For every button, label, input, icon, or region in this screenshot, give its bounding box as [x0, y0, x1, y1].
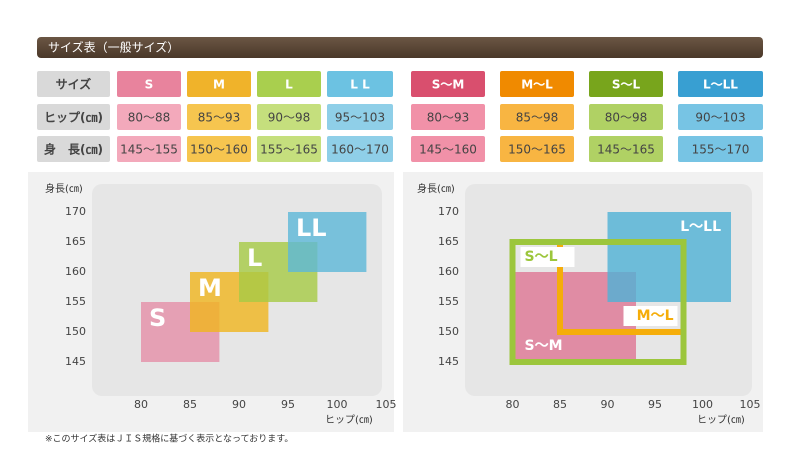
x-tick-label: 90 — [601, 398, 615, 411]
table-header-cell — [117, 71, 181, 97]
table-cell-text: 145～165 — [597, 143, 655, 157]
table-header-cell — [500, 71, 574, 97]
table-cell-text: 85～93 — [198, 111, 241, 125]
y-tick-label: 145 — [438, 355, 459, 368]
table-cell — [257, 136, 321, 162]
table-cell — [411, 136, 485, 162]
table-header-text: L～LL — [703, 78, 738, 92]
x-tick-label: 80 — [506, 398, 520, 411]
table-cell-text: 80～88 — [128, 111, 171, 125]
table-header-text: S～M — [432, 78, 465, 92]
table-cell — [500, 104, 574, 130]
box-label: S — [149, 304, 166, 332]
x-tick-label: 105 — [376, 398, 397, 411]
table-cell-text: 150～160 — [190, 143, 248, 157]
table-cell-text: 155～170 — [692, 143, 750, 157]
x-tick-label: 85 — [183, 398, 197, 411]
table-cell-text: 160～170 — [331, 143, 389, 157]
table-header-cell — [411, 71, 485, 97]
x-axis-label: ヒップ(㎝) — [325, 414, 373, 426]
table-cell — [327, 136, 393, 162]
y-axis-label: 身長(㎝) — [417, 182, 455, 195]
table-cell — [589, 136, 663, 162]
range-box — [509, 239, 687, 365]
table-cell-text: 80～98 — [605, 111, 648, 125]
x-tick-label: 90 — [232, 398, 246, 411]
table-cell-text: 155～165 — [260, 143, 318, 157]
box-label: M～L — [637, 308, 674, 324]
table-header-text: M — [213, 78, 225, 92]
table-cell — [37, 104, 110, 130]
label-bg — [520, 247, 575, 267]
table-cell-text: 150～165 — [508, 143, 566, 157]
y-tick-label: 170 — [65, 205, 86, 218]
table-cell-text: ヒップ(㎝) — [44, 110, 103, 125]
table-header-text: M～L — [521, 78, 553, 92]
table-header-cell — [678, 71, 763, 97]
table-header-text: S — [145, 78, 154, 92]
table-cell — [117, 104, 181, 130]
table-cell — [678, 104, 763, 130]
x-tick-label: 80 — [134, 398, 148, 411]
table-header-text: L — [285, 78, 293, 92]
table-header-cell — [257, 71, 321, 97]
y-tick-label: 150 — [438, 325, 459, 338]
y-tick-label: 160 — [438, 265, 459, 278]
table-cell — [327, 104, 393, 130]
box-label: S～L — [525, 249, 558, 265]
table-cell — [117, 136, 181, 162]
table-cell — [500, 136, 574, 162]
table-cell-text: 145～155 — [120, 143, 178, 157]
x-tick-label: 95 — [648, 398, 662, 411]
table-header-text: S～L — [612, 78, 641, 92]
range-box — [607, 212, 731, 302]
y-tick-label: 145 — [65, 355, 86, 368]
table-cell — [187, 104, 251, 130]
table-header-cell — [187, 71, 251, 97]
table-cell — [411, 104, 485, 130]
box-label: L～LL — [680, 219, 721, 235]
table-cell-text: 80～93 — [427, 111, 470, 125]
y-axis-label: 身長(㎝) — [45, 182, 83, 195]
footnote: ※このサイズ表はＪＩＳ規格に基づく表示となっております。 — [45, 433, 293, 445]
table-cell-text: 95～103 — [335, 111, 385, 125]
table-cell — [257, 104, 321, 130]
x-axis-label: ヒップ(㎝) — [697, 414, 745, 426]
box-label: S～M — [525, 338, 563, 354]
table-cell — [37, 136, 110, 162]
y-tick-label: 150 — [65, 325, 86, 338]
x-tick-label: 100 — [692, 398, 713, 411]
box-label: LL — [296, 214, 327, 242]
range-box — [288, 212, 367, 272]
y-tick-label: 165 — [438, 235, 459, 248]
y-tick-label: 170 — [438, 205, 459, 218]
table-cell-text: 90～103 — [695, 111, 745, 125]
y-tick-label: 165 — [65, 235, 86, 248]
label-bg — [623, 306, 678, 326]
table-cell-text: 85～98 — [516, 111, 559, 125]
table-cell-text: 身 長(㎝) — [44, 142, 103, 157]
x-tick-label: 85 — [553, 398, 567, 411]
y-tick-label: 160 — [65, 265, 86, 278]
table-cell-text: 145～160 — [419, 143, 477, 157]
table-header-text: サイズ — [56, 77, 92, 92]
table-cell — [678, 136, 763, 162]
table-cell-text: 90～98 — [268, 111, 311, 125]
x-tick-label: 105 — [740, 398, 761, 411]
box-label: L — [247, 244, 262, 272]
header-title: サイズ表（一般サイズ） — [48, 40, 179, 55]
y-tick-label: 155 — [65, 295, 86, 308]
table-header-cell — [327, 71, 393, 97]
table-cell — [187, 136, 251, 162]
table-header-cell — [37, 71, 110, 97]
y-tick-label: 155 — [438, 295, 459, 308]
table-header-cell — [589, 71, 663, 97]
table-header-text: L L — [350, 78, 370, 92]
x-tick-label: 100 — [327, 398, 348, 411]
box-label: M — [198, 274, 222, 302]
table-cell — [589, 104, 663, 130]
x-tick-label: 95 — [281, 398, 295, 411]
header-bar — [37, 37, 763, 58]
